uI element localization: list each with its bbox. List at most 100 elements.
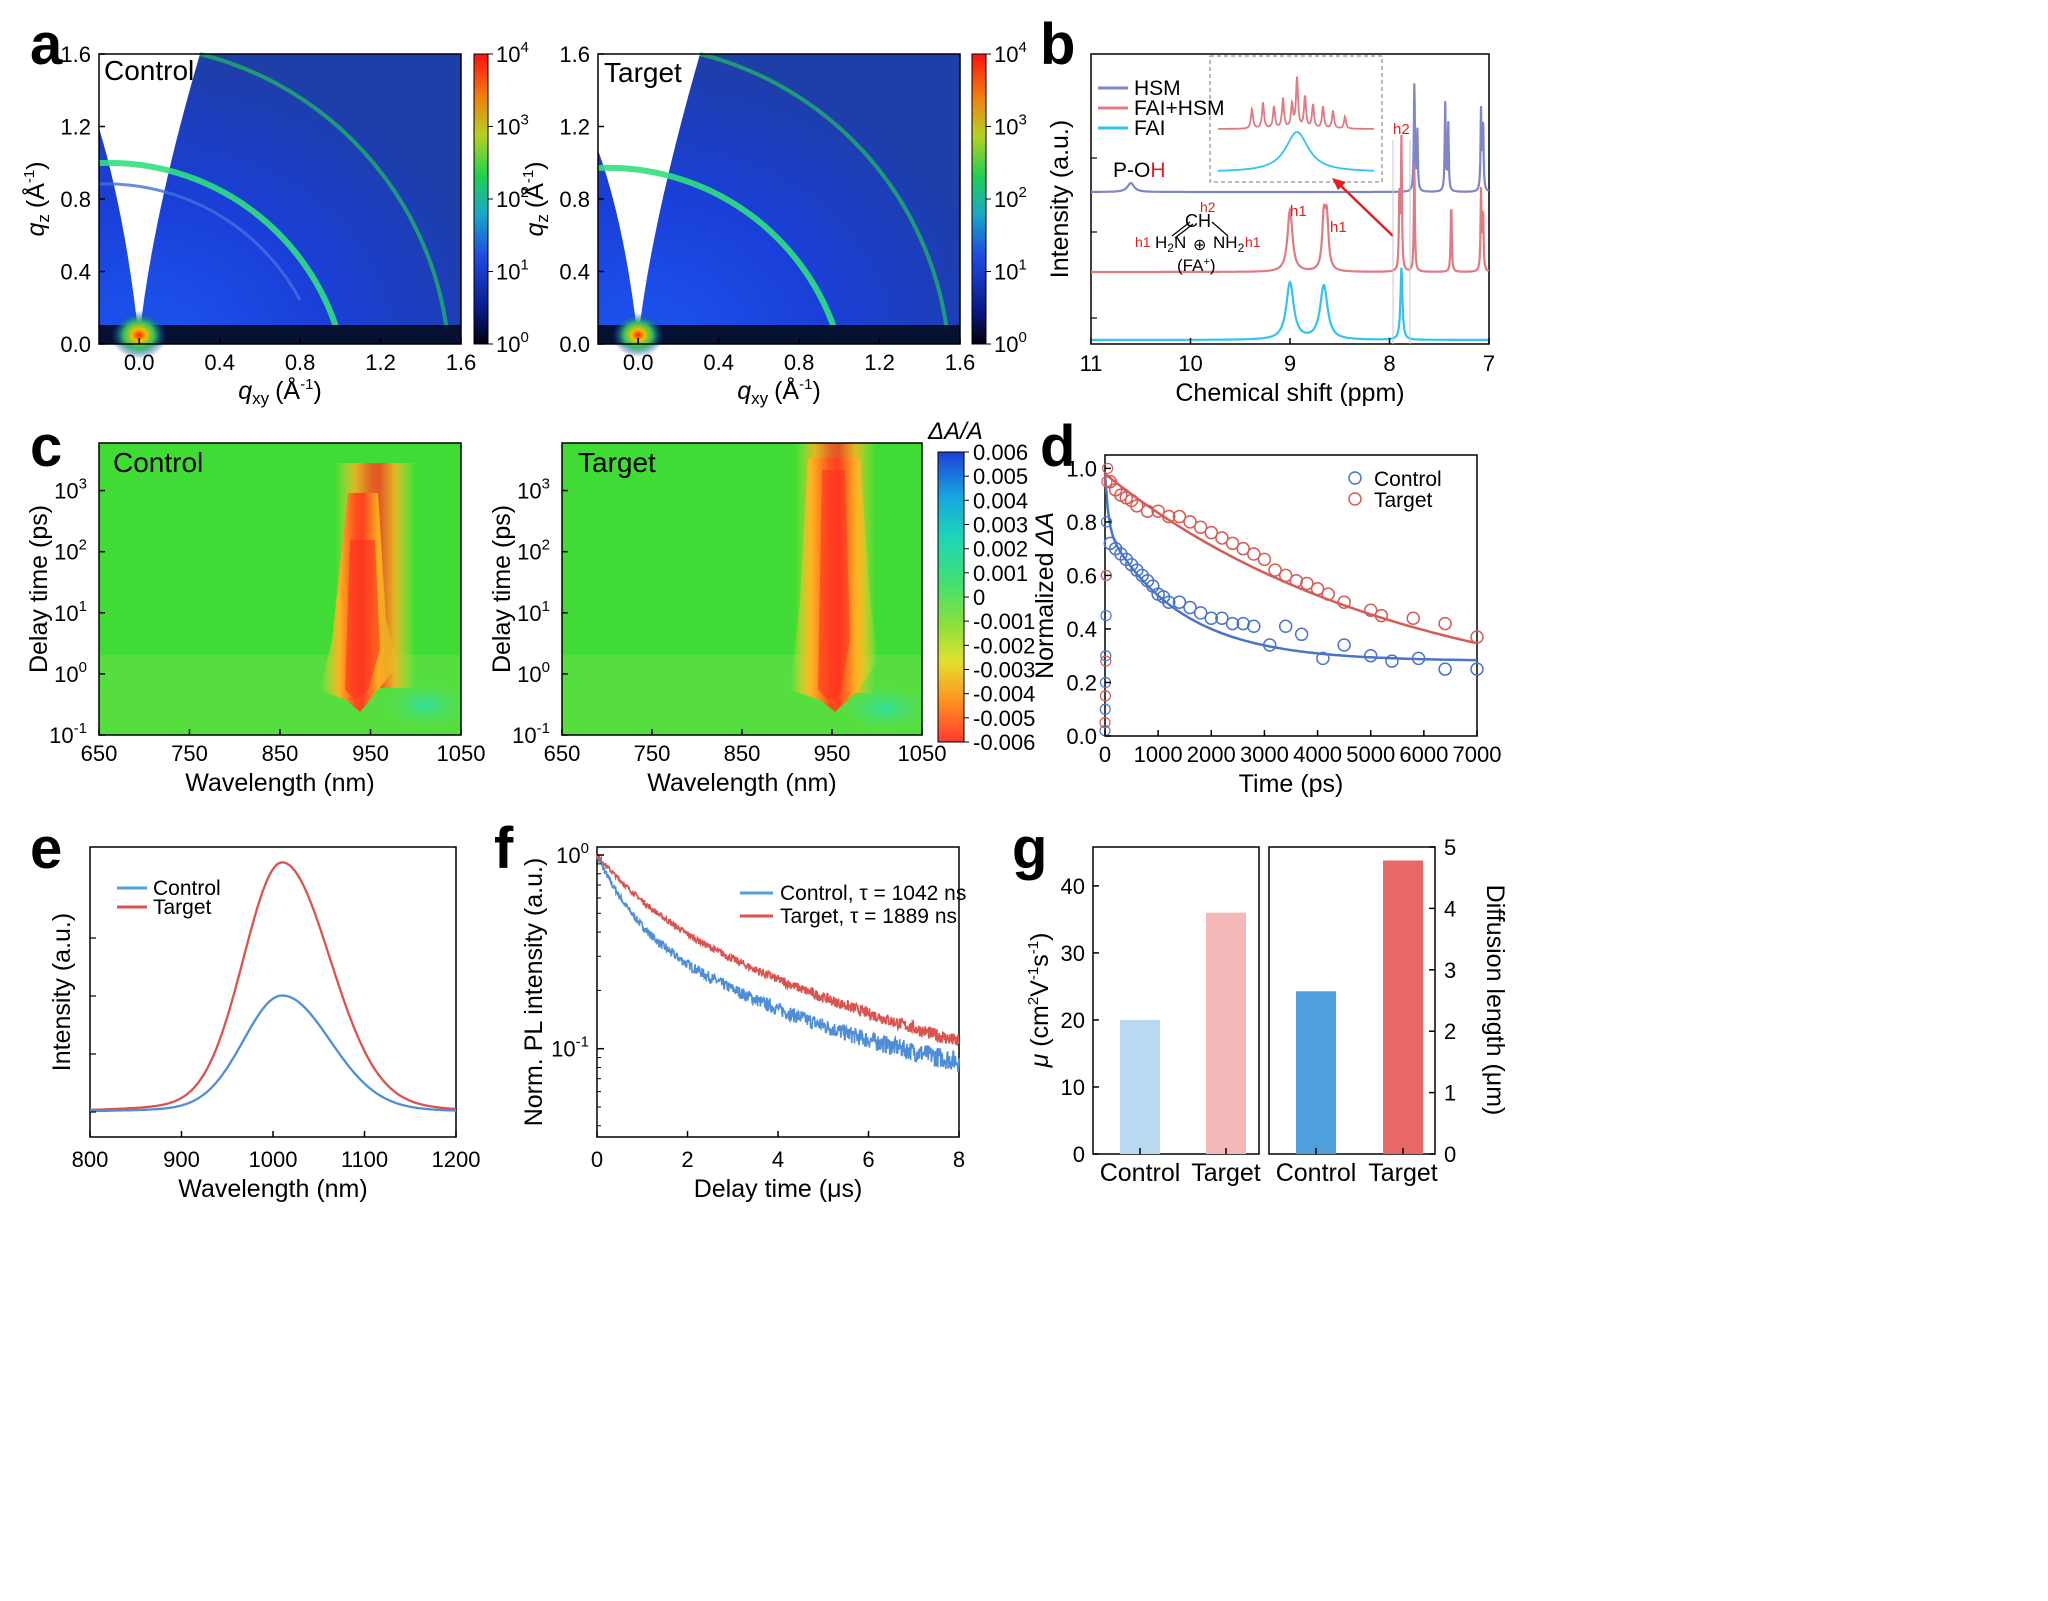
y-tick-label: 0.4 <box>1066 617 1097 642</box>
cb-label: 100 <box>496 329 529 357</box>
ring-1 <box>597 164 841 341</box>
curve-target-e <box>90 861 457 1112</box>
x-tick-label: 2 <box>681 1147 693 1172</box>
text-part: q <box>238 377 252 405</box>
giwaxs-title-control: Control <box>104 55 194 86</box>
cb-label: 0.001 <box>973 561 1028 586</box>
x-tick-label: 7000 <box>1453 742 1502 767</box>
curve-hsm <box>1091 83 1490 194</box>
x-tick-label: 1050 <box>898 741 947 766</box>
x-tick-label: 6 <box>862 1147 874 1172</box>
e-plot <box>90 861 457 1113</box>
data-point-control <box>1470 662 1484 676</box>
inset-arrow <box>1339 184 1394 237</box>
cb-label: 0 <box>973 585 985 610</box>
y-axis-label: Delay time (ps) <box>488 505 516 673</box>
data-point-control <box>1162 595 1176 609</box>
curve-control-e <box>90 994 456 1113</box>
data-point-target <box>1183 515 1197 529</box>
cb-label: 102 <box>496 184 529 212</box>
data-point-target <box>1363 603 1378 617</box>
data-point-control <box>1294 627 1309 642</box>
ta-title-target: Target <box>578 447 656 478</box>
panel-label-d: d <box>1040 414 1075 479</box>
text-part: 10 <box>496 42 520 67</box>
data-point-target <box>1215 531 1229 545</box>
data-point-control <box>1204 611 1219 625</box>
x-cat-label: Control <box>1276 1159 1357 1187</box>
y-tick-label: 0 <box>1444 1142 1456 1167</box>
legend-target-e: Target <box>153 896 212 919</box>
x-tick-label: 950 <box>352 741 389 766</box>
data-point-target <box>1374 608 1389 623</box>
data-point-target <box>1321 587 1335 601</box>
x-axis-label: Time (ps) <box>1239 770 1344 798</box>
x-axis-label: Chemical shift (ppm) <box>1175 379 1404 407</box>
text-part: -1 <box>799 376 812 393</box>
text-part: Normalized <box>1031 546 1059 679</box>
panel-label-e: e <box>30 816 62 881</box>
legend-marker-control <box>1348 471 1362 485</box>
colorbar-c <box>937 451 965 743</box>
data-point-target <box>1172 509 1187 524</box>
text-part: q <box>521 223 549 237</box>
y-tick-label: 0.8 <box>1066 510 1097 535</box>
cb-label: 100 <box>994 329 1027 357</box>
y-tick-label: 10-1 <box>49 720 87 748</box>
y-tick-label: 0.0 <box>1066 724 1097 749</box>
y-tick-label: 1.6 <box>60 42 91 67</box>
legend-target-d: Target <box>1374 489 1433 512</box>
h2n-label: H2N <box>1155 233 1186 255</box>
text-part: 10 <box>517 540 541 565</box>
cb-label: 104 <box>496 39 529 67</box>
x-tick-label: 0.4 <box>703 350 734 375</box>
text-part: z <box>34 214 53 223</box>
cb-label: -0.003 <box>973 658 1035 683</box>
giwaxs-title-target: Target <box>604 57 682 88</box>
nmr-inset-box <box>1209 55 1383 183</box>
y-tick-label: 10-1 <box>512 720 550 748</box>
data-point-control <box>1215 611 1229 625</box>
data-point-target <box>1438 616 1452 631</box>
data-point-target <box>1300 576 1314 591</box>
panel-label-g: g <box>1012 816 1047 881</box>
h1-label-right: h1 <box>1245 234 1261 250</box>
x-tick-label: 4 <box>772 1147 784 1172</box>
y-tick-label: 100 <box>54 659 87 687</box>
y-tick-label: 0 <box>1073 1142 1085 1167</box>
text-part: xy <box>252 389 270 408</box>
data-point-target <box>1247 547 1261 561</box>
text-part: (Å <box>20 183 50 208</box>
x-tick-label: 1050 <box>437 741 486 766</box>
x-tick-label: 3000 <box>1240 742 1289 767</box>
bar-diffusion-control <box>1296 991 1336 1154</box>
cb-label: -0.004 <box>973 682 1035 707</box>
text-part: 10 <box>54 601 78 626</box>
cb-label: 0.006 <box>973 440 1028 465</box>
data-point-target <box>1268 563 1282 577</box>
y-tick-label: 103 <box>517 476 550 504</box>
x-tick-label: 1.6 <box>446 350 477 375</box>
data-point-target <box>1130 499 1144 513</box>
text-part: ) <box>313 377 321 405</box>
ta-control-cyan <box>385 683 465 727</box>
text-part: 4 <box>520 39 528 56</box>
giwaxs-control: Control <box>98 52 462 359</box>
data-point-target <box>1099 690 1112 702</box>
x-tick-label: 1.6 <box>945 350 976 375</box>
ring-2 <box>199 52 450 341</box>
d-plot <box>1099 462 1484 737</box>
text-part: (Å <box>774 375 799 405</box>
text-part: 10 <box>994 187 1018 212</box>
data-point-target <box>1204 525 1219 540</box>
cb-label: -0.005 <box>973 706 1035 731</box>
y-tick-label: 1.0 <box>1066 456 1097 481</box>
ch-label: CH <box>1185 211 1211 231</box>
data-point-control <box>1225 616 1240 631</box>
cb-label: -0.006 <box>973 730 1035 755</box>
text-part: 10 <box>517 662 541 687</box>
h2-peak: h2 <box>1393 121 1410 138</box>
x-tick-label: 1000 <box>249 1147 298 1172</box>
panel-a: a Control Target 0.0 0.0 0.4 0.4 0.8 0.8 1.2 1.… <box>20 12 1027 408</box>
ta-title-control: Control <box>113 447 203 478</box>
